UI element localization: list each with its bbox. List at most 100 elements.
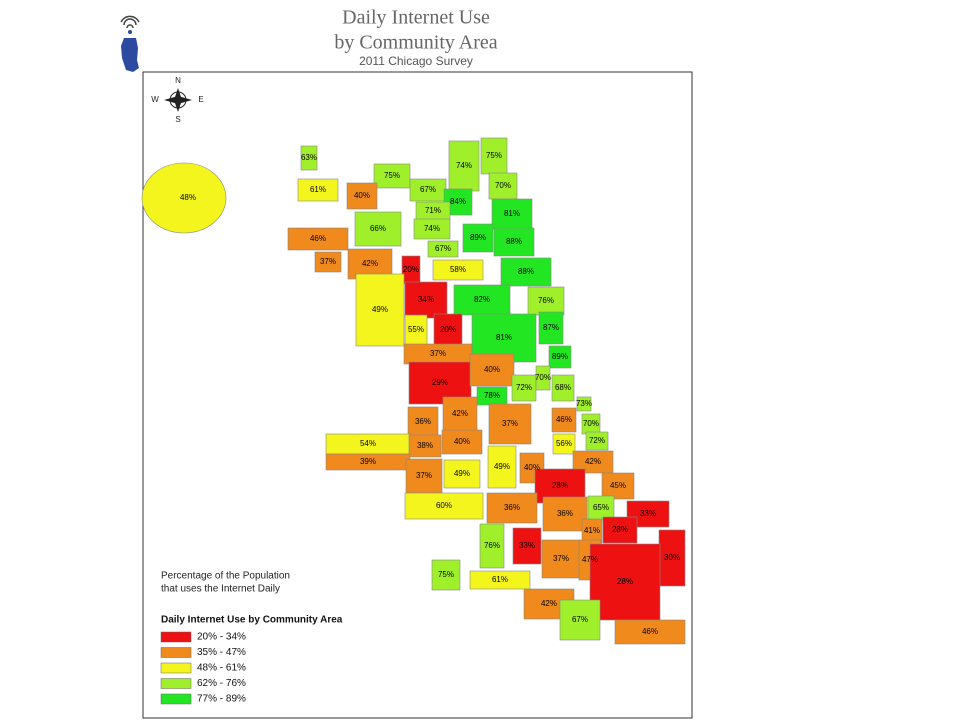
area-label: 67%: [572, 615, 588, 624]
area-label: 76%: [538, 296, 554, 305]
area-label: 37%: [320, 257, 336, 266]
area-label: 56%: [556, 439, 572, 448]
area-label: 72%: [516, 383, 532, 392]
area: [141, 162, 227, 234]
area: [551, 374, 575, 402]
area-label: 28%: [612, 525, 628, 534]
area-label: 37%: [553, 554, 569, 563]
area-label: 68%: [555, 383, 571, 392]
area: [559, 599, 601, 641]
area: [404, 492, 484, 520]
area-label: 33%: [519, 541, 535, 550]
legend-swatch: [160, 647, 192, 658]
area-label: 66%: [370, 224, 386, 233]
area: [487, 445, 517, 489]
area-label: 76%: [484, 541, 500, 550]
area-label: 81%: [504, 209, 520, 218]
area-label: 42%: [585, 457, 601, 466]
area: [462, 223, 494, 253]
area: [300, 145, 318, 171]
area: [601, 472, 635, 500]
area-label: 39%: [360, 457, 376, 466]
area: [548, 345, 572, 369]
area-label: 49%: [454, 469, 470, 478]
area-label: 37%: [416, 471, 432, 480]
area-label: 41%: [584, 526, 600, 535]
area: [441, 429, 483, 455]
area: [453, 284, 511, 316]
compass-e: E: [198, 95, 203, 104]
area: [346, 182, 378, 210]
area-label: 28%: [552, 481, 568, 490]
area: [431, 559, 461, 591]
area-label: 46%: [310, 234, 326, 243]
area-label: 49%: [372, 305, 388, 314]
area-label: 55%: [408, 325, 424, 334]
area: [589, 543, 661, 621]
area: [658, 529, 686, 587]
area: [541, 539, 581, 579]
area-label: 36%: [557, 509, 573, 518]
legend-label: 62% - 76%: [197, 678, 246, 689]
subtitle: 2011 Chicago Survey: [359, 54, 473, 68]
area-label: 36%: [415, 417, 431, 426]
area-label: 78%: [484, 391, 500, 400]
legend: 20% - 34% 35% - 47% 48% - 61% 62% - 76% 77% …: [160, 631, 246, 705]
area: [602, 516, 638, 544]
area-label: 42%: [362, 259, 378, 268]
area-label: 87%: [543, 323, 559, 332]
legend-swatch: [160, 662, 192, 674]
area-label: 29%: [432, 378, 448, 387]
area-label: 74%: [424, 224, 440, 233]
area: [614, 619, 686, 645]
area-label: 30%: [664, 553, 680, 562]
area: [354, 211, 402, 247]
area-label: 20%: [403, 265, 419, 274]
area: [488, 403, 532, 445]
area-label: 54%: [360, 439, 376, 448]
compass-n: N: [175, 76, 181, 85]
area: [404, 281, 448, 319]
area-label: 89%: [470, 233, 486, 242]
note: that uses the Internet Daily: [161, 584, 280, 595]
area: [500, 257, 552, 287]
area-label: 40%: [484, 365, 500, 374]
area-label: 65%: [593, 503, 609, 512]
area-label: 42%: [541, 599, 557, 608]
legend-swatch: [160, 631, 192, 643]
note: Percentage of the Population: [161, 571, 290, 582]
area-label: 75%: [486, 151, 502, 160]
area: [407, 406, 439, 438]
area-label: 36%: [504, 503, 520, 512]
area: [551, 407, 577, 433]
area-label: 61%: [492, 575, 508, 584]
area: [427, 240, 459, 258]
area: [493, 227, 535, 257]
area: [469, 353, 515, 387]
compass-s: S: [175, 115, 180, 124]
area-label: 74%: [456, 161, 472, 170]
legend-swatch: [160, 693, 192, 705]
area: [587, 495, 615, 521]
area: [512, 527, 542, 565]
area: [314, 251, 342, 273]
map-areas: 48% 63% 61% 75% 40% 67% 74% 75% 70% 84% 81% 71% 66% 7…: [141, 137, 686, 645]
area: [433, 313, 463, 347]
area: [413, 218, 451, 240]
legend-label: 48% - 61%: [197, 663, 246, 674]
legend-label: 20% - 34%: [197, 632, 246, 643]
area-label: 73%: [576, 399, 592, 408]
area-label: 63%: [301, 153, 317, 162]
area-label: 48%: [180, 193, 196, 202]
area-label: 28%: [617, 577, 633, 586]
title: by Community Area: [334, 32, 497, 54]
compass-w: W: [151, 95, 159, 104]
area-label: 40%: [354, 191, 370, 200]
area-label: 33%: [640, 509, 656, 518]
area-label: 70%: [495, 181, 511, 190]
area-label: 75%: [438, 570, 454, 579]
area: [491, 198, 533, 230]
area: [585, 431, 609, 451]
area-label: 40%: [524, 463, 540, 472]
legend-title: Daily Internet Use by Community Area: [161, 615, 343, 626]
